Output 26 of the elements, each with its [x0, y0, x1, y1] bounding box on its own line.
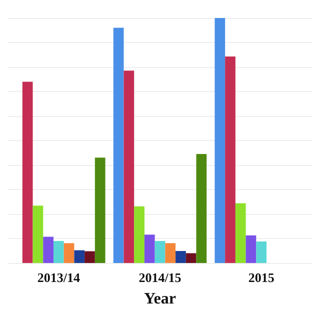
bar [124, 70, 134, 263]
x-tick-label: 2013/14 [37, 270, 80, 285]
bar [22, 82, 33, 263]
bar [225, 56, 236, 263]
x-axis-title: Year [144, 290, 176, 308]
bar [64, 243, 74, 263]
bar [186, 253, 196, 263]
bar [154, 240, 166, 263]
bar [165, 243, 176, 263]
bar [196, 154, 207, 263]
bar [84, 251, 95, 263]
bar [235, 203, 246, 263]
bar [256, 241, 267, 263]
bar [53, 240, 64, 263]
bar [32, 206, 44, 263]
bar [176, 250, 186, 263]
bar [74, 250, 85, 263]
x-tick-label: 2015 [248, 270, 275, 285]
bar [144, 234, 155, 263]
bar [94, 158, 106, 263]
bar [134, 206, 144, 263]
bar [214, 18, 226, 263]
bar [113, 28, 124, 263]
bar [43, 236, 54, 263]
x-tick-label: 2014/15 [138, 270, 182, 285]
bar [246, 235, 256, 263]
